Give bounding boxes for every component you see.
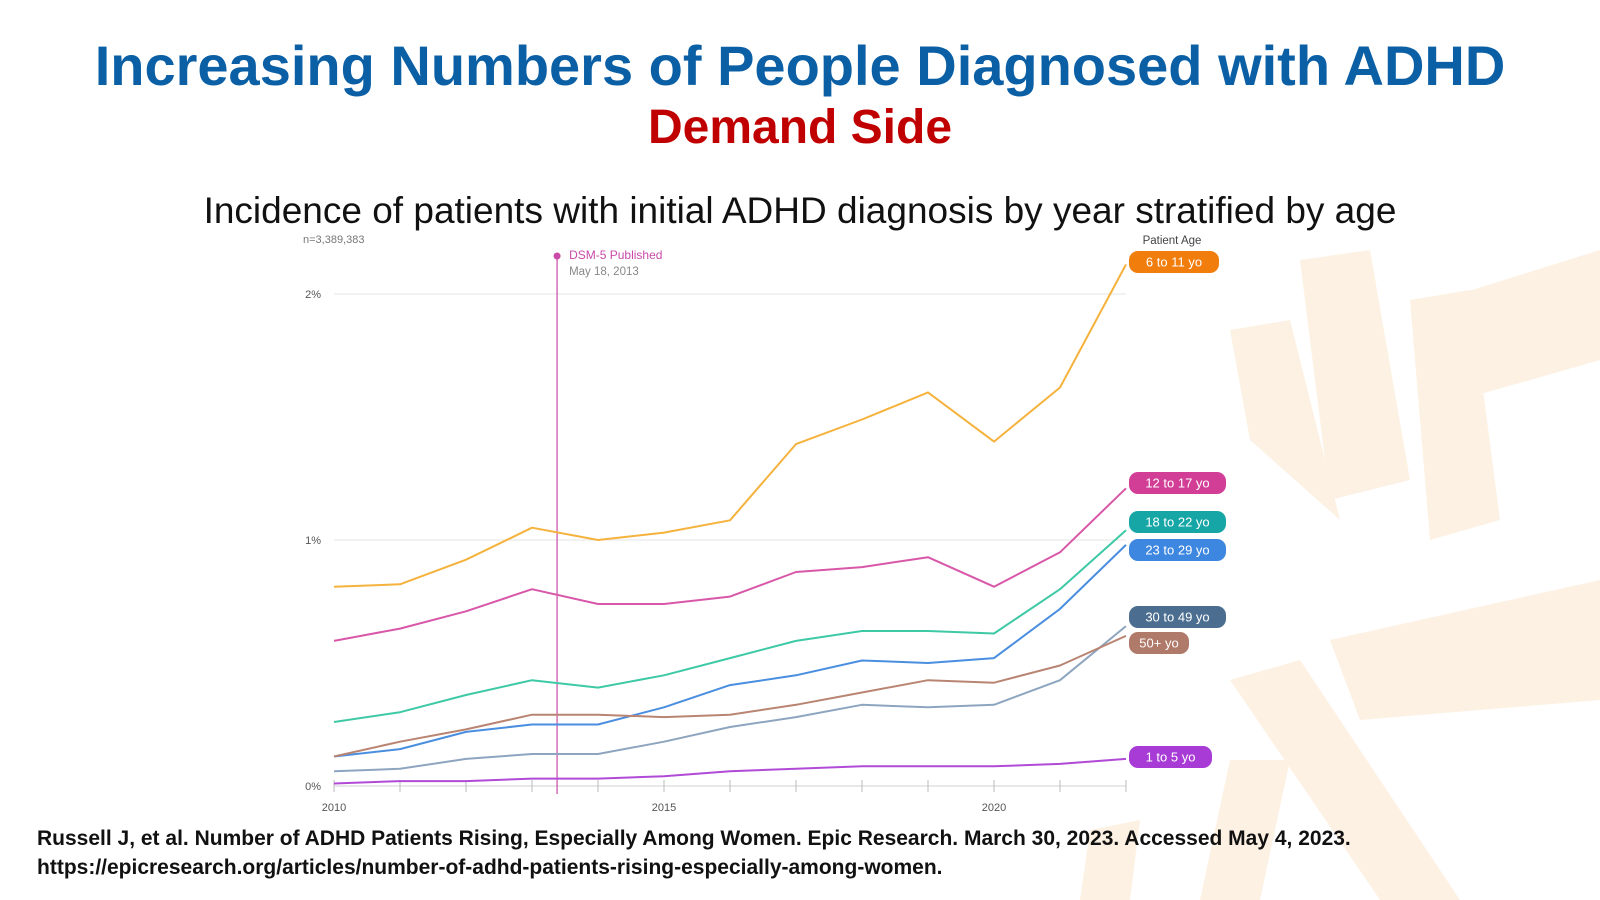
legend-label: 1 to 5 yo [1146,750,1196,765]
y-tick-label: 1% [305,535,321,547]
chart-heading: Incidence of patients with initial ADHD … [203,190,1397,231]
citation-url[interactable]: https://epicresearch.org/articles/number… [37,856,943,879]
sample-size-label: n=3,389,383 [303,234,364,246]
x-tick-label: 2015 [652,802,676,814]
y-tick-label: 0% [305,781,321,793]
legend-label: 18 to 22 yo [1145,515,1209,530]
y-tick-label: 2% [305,289,321,301]
slide-title: Increasing Numbers of People Diagnosed w… [94,34,1506,97]
slide-subtitle: Demand Side [647,101,953,154]
dsm5-annotation-date: May 18, 2013 [569,266,639,278]
legend-pill [1129,746,1212,768]
series-line-30-to-49-yo [333,625,1127,773]
series-line-18-to-22-yo [333,529,1127,723]
legend-title: Patient Age [1143,235,1202,247]
dsm5-annotation-label: DSM-5 Published [569,248,662,262]
series-line-50plus-yo [333,634,1127,758]
legend-label: 23 to 29 yo [1145,543,1209,558]
citation-reference: Russell J, et al. Number of ADHD Patient… [37,827,1351,850]
citation: Russell J, et al. Number of ADHD Patient… [37,824,1577,882]
legend-pill [1129,251,1219,273]
series-line-6-to-11-yo [333,264,1127,588]
sunburst-graphic [1080,250,1600,900]
legend-pill [1129,472,1226,494]
legend-pill [1129,606,1226,628]
legend-label: 50+ yo [1139,636,1178,651]
legend-label: 30 to 49 yo [1145,610,1209,625]
legend-pill [1129,511,1226,533]
dsm5-marker-dot [553,252,561,260]
legend-label: 6 to 11 yo [1146,255,1202,270]
legend-pill [1129,632,1189,654]
x-tick-label: 2010 [322,802,346,814]
legend-label: 12 to 17 yo [1145,476,1209,491]
series-line-12-to-17-yo [333,487,1127,642]
series-line-23-to-29-yo [333,544,1127,758]
legend-pill [1129,539,1226,561]
series-line-1-to-5-yo [333,757,1127,785]
x-tick-label: 2020 [982,802,1006,814]
